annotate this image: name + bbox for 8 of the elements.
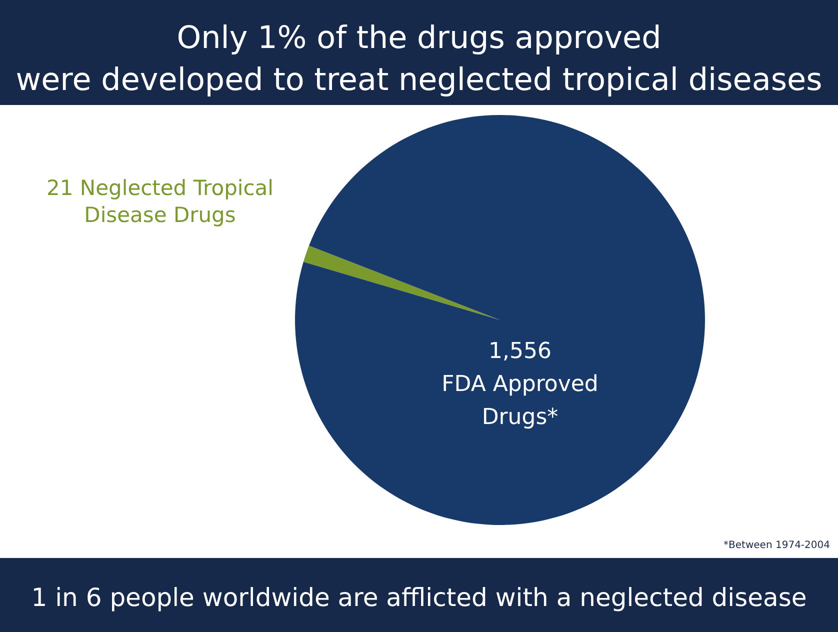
- slice-label: FDA Approved Drugs*: [442, 372, 598, 430]
- text: 1 in 6 people worldwide are afflicted with a neglected disease: [31, 583, 807, 612]
- data-label: 1,556: [488, 339, 552, 364]
- slice-label: 21 Neglected Tropical Disease Drugs: [46, 176, 274, 227]
- chart-title: Only 1% of the drugs approved were developed to treat neglected tropical diseases: [16, 20, 822, 98]
- pie-slice: [295, 115, 705, 525]
- pie-slice: [303, 246, 500, 320]
- text: *Between 1974-2004: [724, 540, 830, 551]
